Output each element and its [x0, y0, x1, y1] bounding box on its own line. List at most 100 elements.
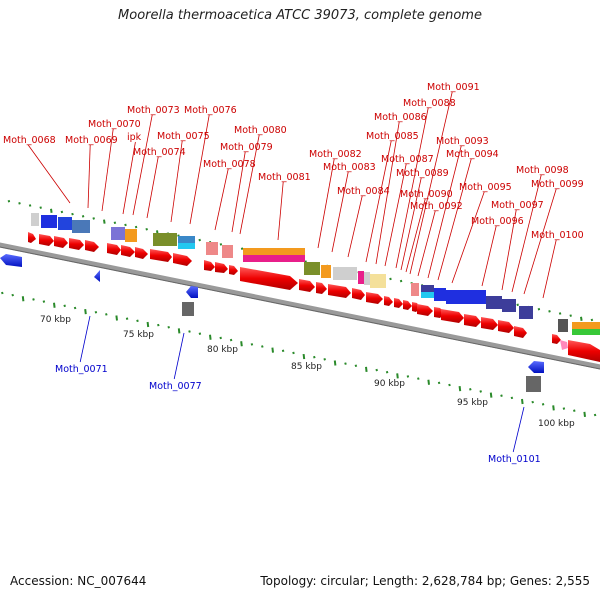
- gene-arrow: [528, 361, 544, 373]
- gene-label: Moth_0100: [531, 230, 584, 241]
- tick-mark: [219, 336, 222, 340]
- tick-mark: [271, 347, 274, 353]
- gene-label: Moth_0080: [234, 125, 287, 136]
- gene-arrow: [384, 296, 393, 306]
- gene-arrow: [441, 309, 464, 323]
- gene-label: Moth_0069: [65, 135, 118, 146]
- leader-line: [512, 406, 525, 453]
- tick-mark: [188, 330, 191, 333]
- tick-mark: [84, 309, 87, 315]
- tick-mark: [417, 377, 420, 380]
- tick-mark: [42, 300, 46, 303]
- gene-arrow: [560, 340, 568, 350]
- tick-label: 70 kbp: [40, 315, 71, 325]
- gene-label: Moth_0088: [403, 98, 456, 109]
- gene-label: Moth_0087: [381, 154, 434, 165]
- tick-mark: [94, 310, 98, 314]
- tick-mark: [105, 313, 108, 316]
- feature-box: [333, 267, 357, 280]
- gene-arrow: [299, 279, 315, 292]
- leader-line: [146, 156, 159, 219]
- tick-mark: [60, 210, 64, 214]
- leader-line: [87, 144, 91, 209]
- tick-mark: [11, 293, 14, 297]
- tick-mark: [531, 400, 534, 404]
- tick-row-bottom: [1, 291, 597, 417]
- tick-mark: [333, 360, 337, 366]
- gene-label: Moth_0095: [459, 182, 512, 193]
- tick-mark: [375, 368, 378, 372]
- tick-mark: [323, 358, 326, 361]
- leader-line: [347, 195, 363, 258]
- feature-box: [370, 274, 386, 288]
- tick-mark: [385, 370, 389, 374]
- feature-box: [222, 245, 233, 258]
- tick-mark: [537, 307, 541, 311]
- leader-line: [417, 210, 436, 277]
- gene-label: Moth_0085: [366, 131, 419, 142]
- tick-label: 95 kbp: [457, 398, 488, 408]
- gene-arrow: [0, 254, 22, 267]
- gene-arrow: [394, 298, 403, 308]
- tick-mark: [548, 310, 551, 313]
- tick-mark: [125, 317, 129, 320]
- tick-mark: [167, 325, 170, 329]
- feature-box: [243, 255, 305, 262]
- gene-label: Moth_0091: [427, 82, 480, 93]
- feature-box: [434, 288, 446, 301]
- gene-label: Moth_0099: [531, 179, 584, 190]
- gene-label: Moth_0082: [309, 149, 362, 160]
- tick-mark: [479, 390, 482, 393]
- tick-label: 85 kbp: [291, 362, 322, 372]
- tick-label: 90 kbp: [374, 379, 405, 389]
- tick-label: 80 kbp: [207, 345, 238, 355]
- tick-mark: [302, 353, 306, 360]
- feature-box: [321, 265, 331, 278]
- gene-label: Moth_0096: [471, 216, 524, 227]
- tick-mark: [50, 208, 53, 213]
- gene-arrow: [229, 265, 238, 275]
- gene-arrow: [403, 300, 412, 310]
- footer-accession: Accession: NC_007644: [10, 574, 147, 588]
- gene-label: Moth_0093: [436, 136, 489, 147]
- gene-arrow: [481, 317, 498, 330]
- gene-label: Moth_0071: [55, 364, 108, 375]
- gene-arrow: [150, 249, 172, 262]
- gene-label: ipk: [127, 132, 142, 143]
- feature-box: [178, 236, 195, 243]
- leader-line: [101, 128, 114, 212]
- genome-backbone: [0, 242, 600, 370]
- leader-line: [122, 141, 136, 215]
- leader-line: [523, 188, 557, 295]
- tick-mark: [250, 343, 254, 346]
- feature-box: [41, 215, 57, 228]
- gene-label: Moth_0073: [127, 105, 180, 116]
- gene-label: Moth_0070: [88, 119, 141, 130]
- feature-box: [178, 243, 195, 249]
- leader-line: [375, 121, 400, 265]
- feature-box: [486, 296, 502, 309]
- feature-box: [125, 229, 137, 242]
- gene-label: Moth_0075: [157, 131, 210, 142]
- gene-label: Moth_0083: [323, 162, 376, 173]
- gene-label: Moth_0081: [258, 172, 311, 183]
- gene-arrow: [514, 326, 527, 338]
- feature-box: [572, 322, 600, 329]
- tick-mark: [209, 334, 212, 340]
- gene-arrow: [39, 234, 54, 246]
- leader-line: [481, 225, 497, 287]
- leader-line: [365, 140, 392, 263]
- leader-line: [405, 198, 426, 273]
- leader-line: [239, 134, 260, 235]
- gene-arrow: [135, 247, 148, 259]
- leader-line: [400, 177, 422, 271]
- tick-mark: [448, 383, 451, 387]
- tick-mark: [521, 398, 524, 405]
- tick-mark: [281, 349, 285, 353]
- tick-label: 100 kbp: [538, 419, 575, 429]
- tick-mark: [562, 407, 566, 410]
- tick-mark: [124, 223, 127, 227]
- leader-line: [27, 144, 71, 204]
- gene-arrow: [568, 340, 600, 362]
- tick-mark: [541, 402, 545, 406]
